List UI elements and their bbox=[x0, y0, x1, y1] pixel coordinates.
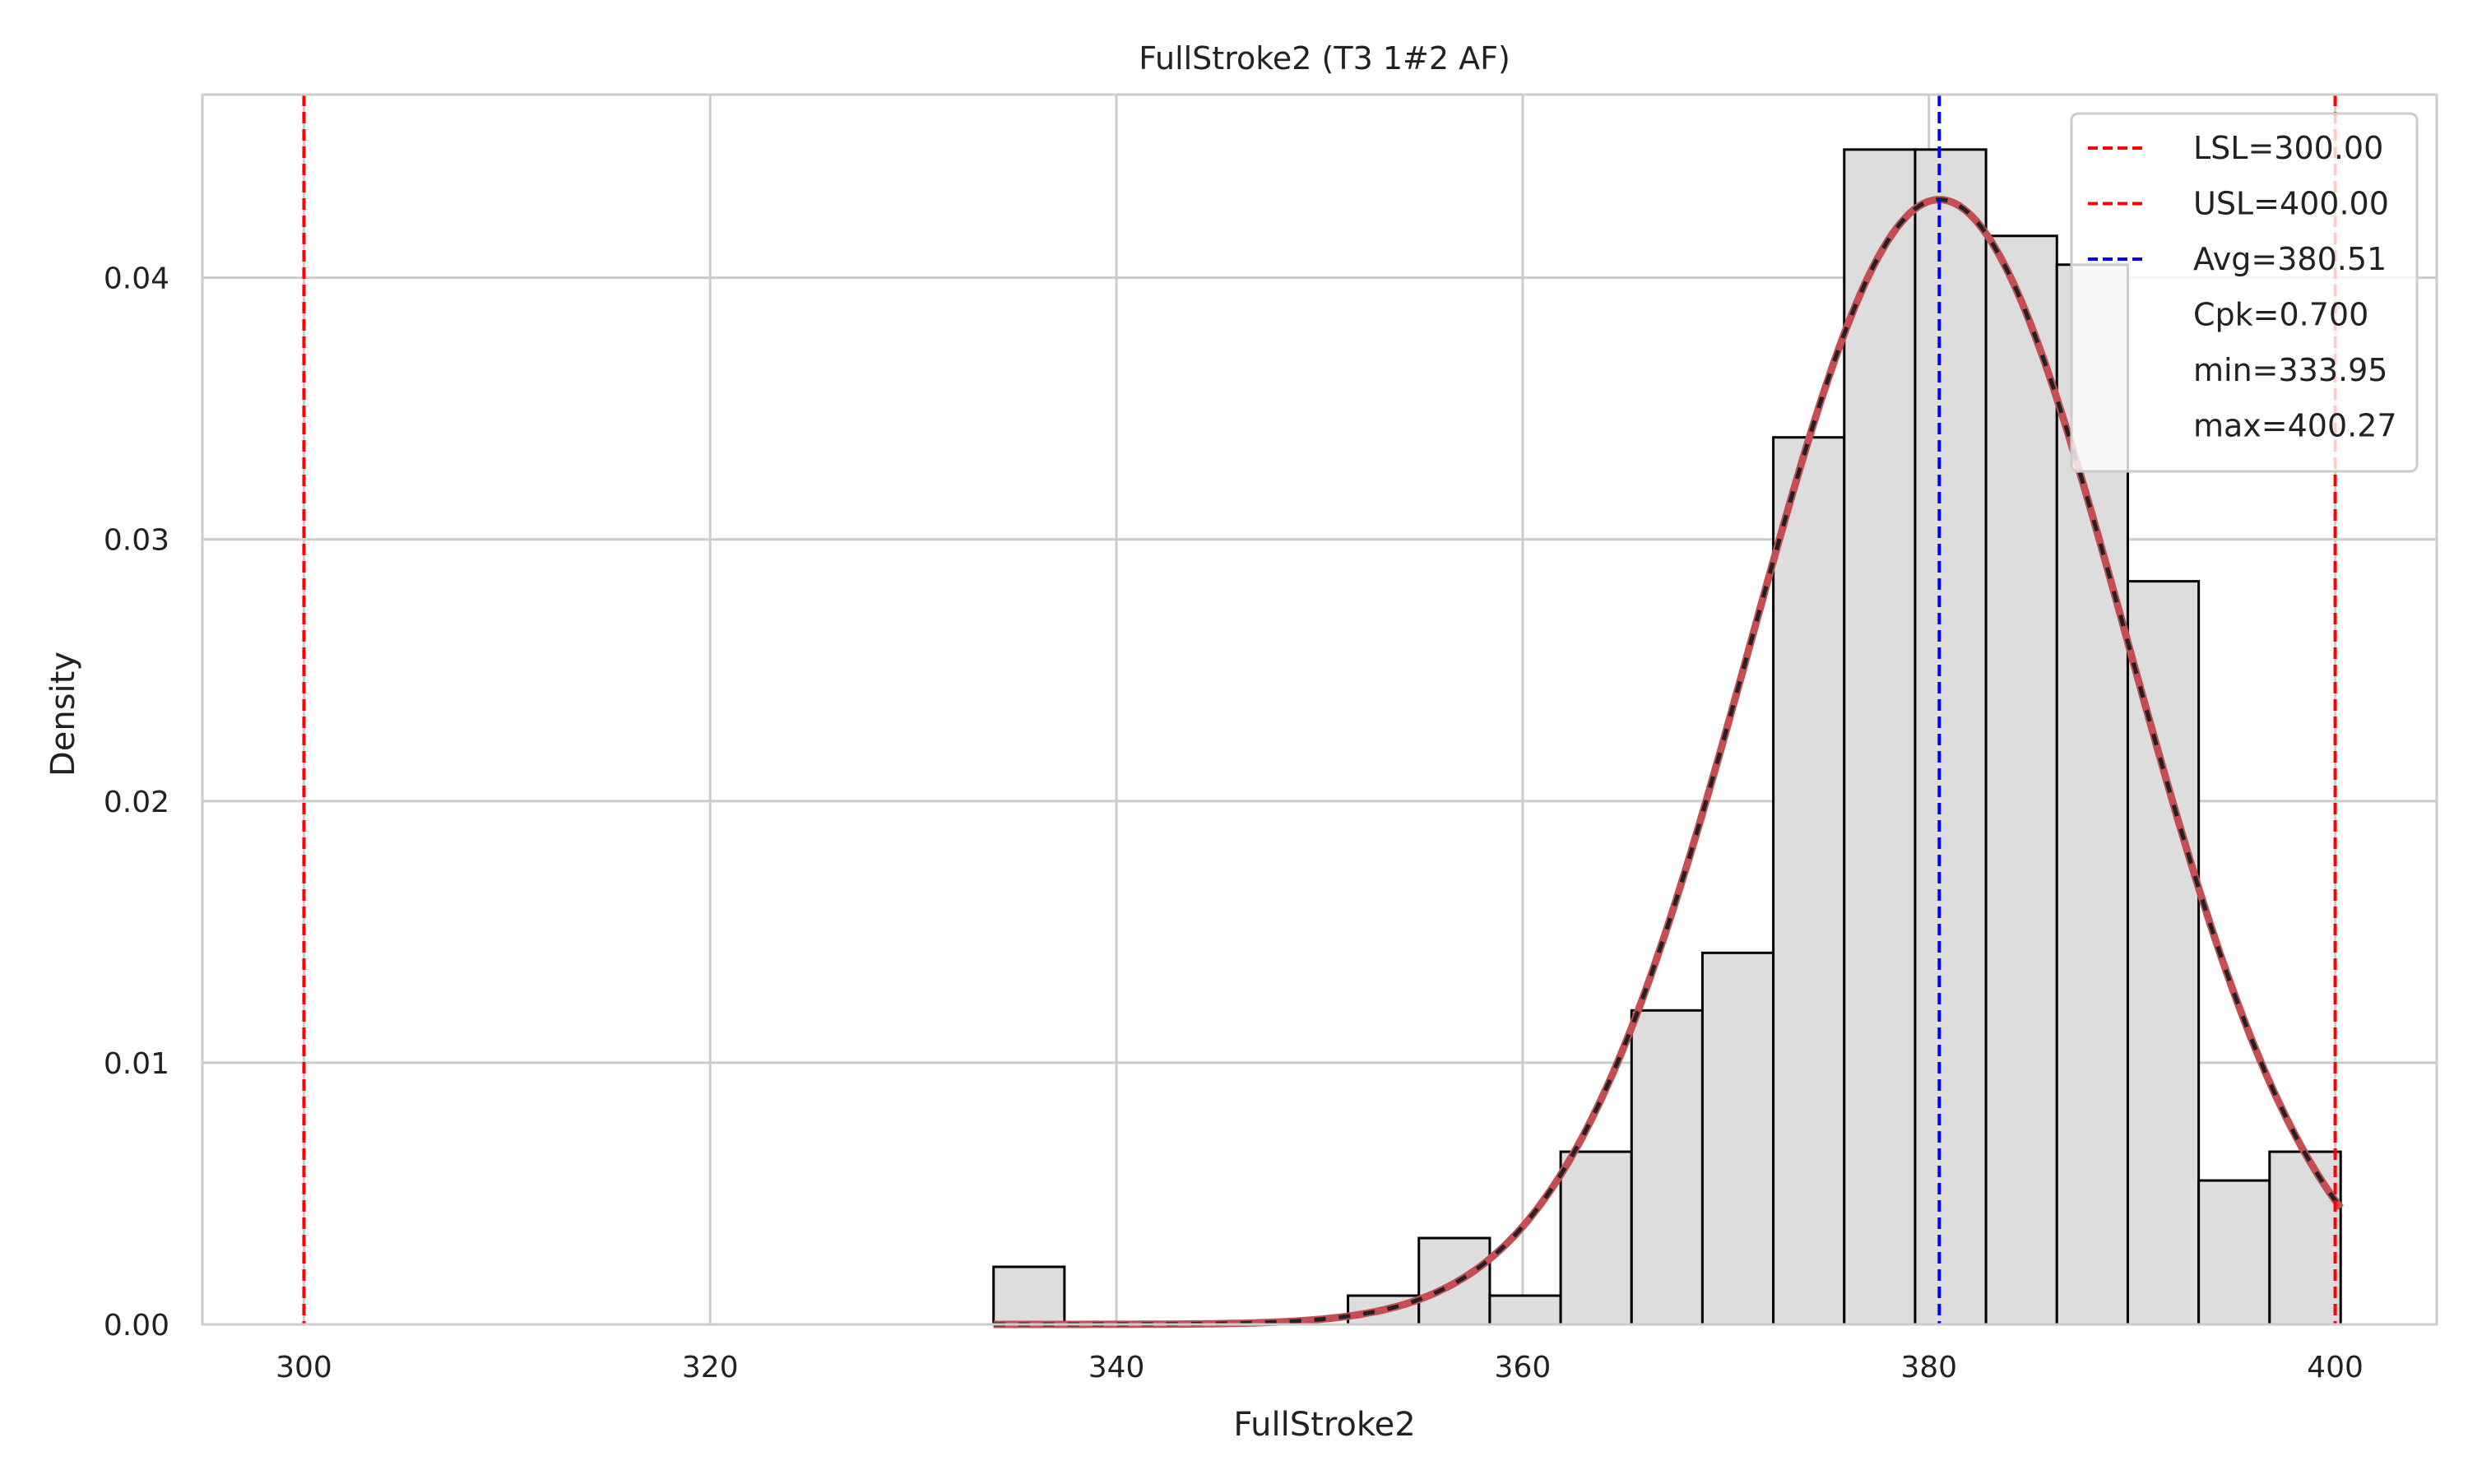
histogram-bar bbox=[1843, 148, 1917, 1326]
histogram-bar bbox=[1914, 148, 1988, 1326]
legend: LSL=300.00 USL=400.00 Avg=380.51 Cpk=0.700 m… bbox=[2070, 112, 2419, 473]
y-tick-label: 0.04 bbox=[104, 262, 169, 296]
histogram-bars bbox=[992, 148, 2342, 1326]
y-tick-label: 0.02 bbox=[104, 786, 169, 819]
histogram-bar bbox=[1700, 951, 1775, 1326]
x-tick-label: 380 bbox=[1900, 1351, 1957, 1384]
histogram-bar bbox=[1630, 1009, 1704, 1326]
y-tick-label: 0.03 bbox=[104, 524, 169, 558]
legend-label: LSL=300.00 bbox=[2193, 130, 2383, 166]
histogram-bar bbox=[1984, 234, 2058, 1326]
y-tick-label: 0.01 bbox=[104, 1047, 169, 1081]
legend-label: Cpk=0.700 bbox=[2193, 297, 2368, 333]
y-axis-label: Density bbox=[44, 652, 82, 777]
chart-title: FullStroke2 (T3 1#2 AF) bbox=[1139, 40, 1510, 77]
legend-label: Avg=380.51 bbox=[2193, 241, 2387, 277]
legend-label: max=400.27 bbox=[2193, 408, 2397, 444]
y-tick-label: 0.00 bbox=[104, 1309, 169, 1343]
legend-label: min=333.95 bbox=[2193, 352, 2387, 388]
x-tick-label: 360 bbox=[1495, 1351, 1552, 1384]
x-tick-label: 340 bbox=[1088, 1351, 1145, 1384]
histogram-bar bbox=[2268, 1150, 2342, 1326]
x-tick-label: 400 bbox=[2307, 1351, 2364, 1384]
legend-label: USL=400.00 bbox=[2193, 186, 2389, 222]
tick-labels: 300 320 340 360 380 400 0.00 0.01 0.02 0.03 0.04 bbox=[104, 262, 2364, 1384]
histogram-bar bbox=[2197, 1179, 2271, 1326]
plot-frame bbox=[201, 93, 2438, 1326]
histogram-bar bbox=[1488, 1294, 1562, 1326]
histogram-bar bbox=[992, 1265, 1066, 1326]
x-tick-label: 320 bbox=[682, 1351, 739, 1384]
reference-lines bbox=[302, 95, 2337, 1324]
histogram-bar bbox=[1772, 436, 1846, 1326]
x-axis-label: FullStroke2 bbox=[1233, 1406, 1415, 1444]
histogram-bar bbox=[1559, 1150, 1633, 1326]
x-tick-label: 300 bbox=[276, 1351, 332, 1384]
legend-box bbox=[2070, 112, 2419, 473]
